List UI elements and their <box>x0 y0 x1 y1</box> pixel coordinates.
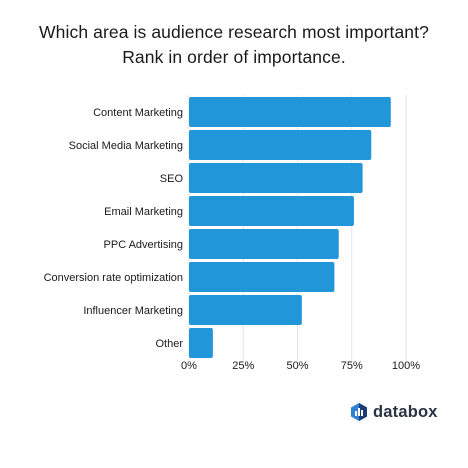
category-label: SEO <box>160 173 184 185</box>
bar-content-marketing <box>189 97 391 127</box>
bar-conversion-rate-optimization <box>189 262 335 292</box>
category-label: Conversion rate optimization <box>44 272 183 284</box>
category-label: Other <box>155 338 183 350</box>
databox-logo-icon <box>351 403 367 421</box>
category-label: Influencer Marketing <box>83 305 183 317</box>
x-tick-label: 0% <box>181 360 197 372</box>
bar-email-marketing <box>189 196 354 226</box>
databox-wordmark: databox <box>373 402 438 421</box>
category-label: Social Media Marketing <box>69 140 183 152</box>
category-label: Content Marketing <box>93 107 183 119</box>
bar-other <box>189 328 213 358</box>
bar-influencer-marketing <box>189 295 302 325</box>
chart-title-line-2: Rank in order of importance. <box>122 47 346 67</box>
x-tick-label: 50% <box>286 360 308 372</box>
category-label: Email Marketing <box>104 206 183 218</box>
bars <box>189 97 391 358</box>
bar-chart: Content Marketing Social Media Marketing S… <box>44 95 420 372</box>
bar-ppc-advertising <box>189 229 339 259</box>
chart-title-line-1: Which area is audience research most imp… <box>39 22 429 42</box>
bar-seo <box>189 163 363 193</box>
x-tick-label: 75% <box>341 360 363 372</box>
x-tick-label: 100% <box>392 360 420 372</box>
category-labels: Content Marketing Social Media Marketing S… <box>44 107 184 350</box>
databox-brand: databox <box>350 402 438 422</box>
bar-social-media-marketing <box>189 130 372 160</box>
category-label: PPC Advertising <box>104 239 183 251</box>
x-axis-tick-labels: 0% 25% 50% 75% 100% <box>181 360 420 372</box>
chart-title: Which area is audience research most imp… <box>0 20 468 70</box>
x-tick-label: 25% <box>232 360 254 372</box>
